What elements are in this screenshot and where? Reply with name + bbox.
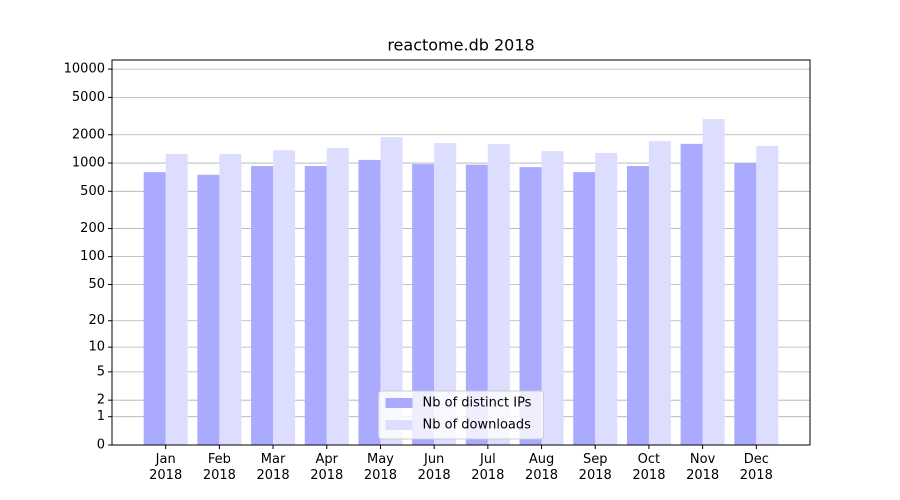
bar [487, 144, 510, 445]
y-tick-label: 5 [97, 364, 105, 379]
x-tick-label: May 2018 [363, 452, 397, 483]
legend-label: Nb of downloads [423, 418, 532, 433]
bar [626, 166, 649, 445]
x-tick-label: Oct 2018 [632, 452, 666, 483]
plot-frame [111, 59, 811, 446]
x-tick-label: Jul 2018 [471, 452, 505, 483]
bar [326, 148, 349, 445]
y-tick-label: 10000 [64, 62, 105, 77]
bar [702, 119, 725, 445]
bar [465, 164, 488, 446]
bar [519, 167, 542, 445]
bar [219, 153, 242, 445]
bar [595, 152, 618, 445]
y-tick-label: 2 [97, 393, 105, 408]
y-tick-label: 0 [97, 438, 105, 453]
y-tick-label: 1000 [72, 156, 105, 171]
legend-box [378, 390, 544, 440]
y-tick-label: 1 [97, 409, 105, 424]
x-tick-label: Feb 2018 [202, 452, 236, 483]
bar [165, 153, 188, 445]
bar [434, 143, 457, 445]
bar [680, 143, 703, 446]
y-tick-label: 20 [88, 313, 105, 328]
bar [380, 137, 403, 445]
y-tick-label: 2000 [72, 127, 105, 142]
y-tick-label: 200 [80, 221, 105, 236]
legend-label: Nb of distinct IPs [423, 396, 532, 411]
bar [541, 151, 564, 446]
y-tick-label: 5000 [72, 90, 105, 105]
legend-swatch [385, 398, 413, 408]
x-tick-label: Nov 2018 [686, 452, 720, 483]
bar [273, 150, 296, 446]
x-tick-label: Jun 2018 [417, 452, 451, 483]
bar [197, 174, 220, 445]
bar [648, 141, 671, 446]
bar [734, 163, 757, 445]
y-tick-label: 100 [80, 249, 105, 264]
y-tick-label: 10 [88, 340, 105, 355]
bar [573, 172, 596, 445]
bar [143, 172, 166, 445]
bar [412, 164, 435, 445]
x-tick-label: Mar 2018 [256, 452, 290, 483]
x-tick-label: Apr 2018 [310, 452, 344, 483]
x-tick-label: Aug 2018 [524, 452, 559, 483]
legend: Nb of distinct IPs Nb of downloads [378, 390, 544, 440]
bar [304, 166, 327, 445]
bar [358, 159, 381, 445]
chart-title: reactome.db 2018 [387, 36, 534, 55]
bar [251, 166, 274, 445]
x-tick-label: Dec 2018 [739, 452, 773, 483]
y-tick-label: 500 [80, 184, 105, 199]
x-tick-label: Sep 2018 [578, 452, 612, 483]
y-tick-label: 50 [88, 277, 105, 292]
x-tick-label: Jan 2018 [149, 452, 183, 483]
bar [756, 145, 779, 445]
legend-swatch [385, 420, 413, 430]
